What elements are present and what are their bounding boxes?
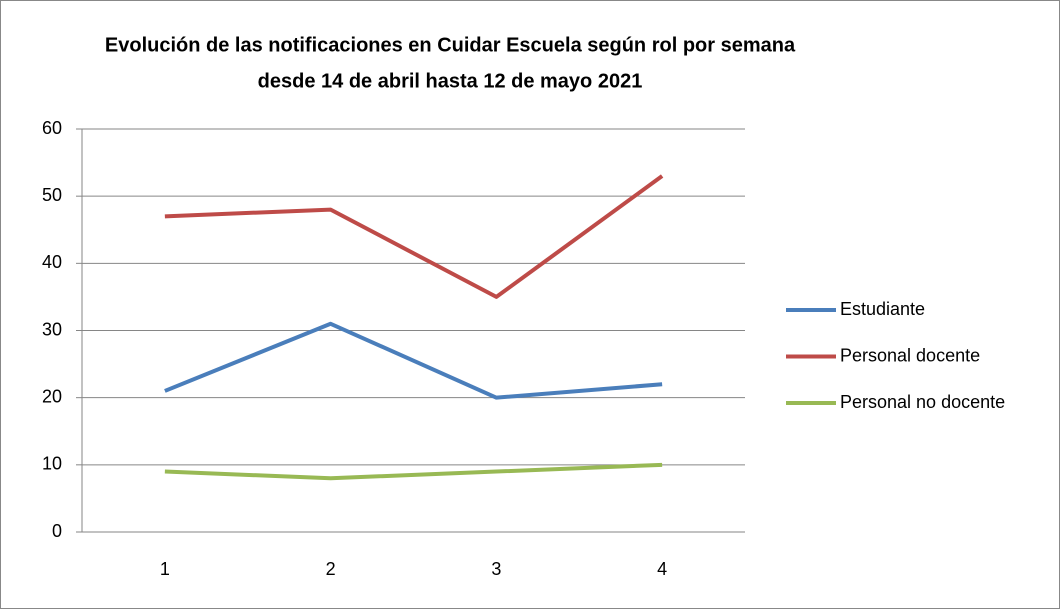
legend-label: Personal no docente <box>840 392 1005 412</box>
y-tick-label: 10 <box>42 454 62 474</box>
y-tick-label: 60 <box>42 118 62 138</box>
chart-title: Evolución de las notificaciones en Cuida… <box>105 34 796 56</box>
x-tick-label: 3 <box>491 559 501 579</box>
legend-label: Estudiante <box>840 299 925 319</box>
y-tick-label: 30 <box>42 319 62 339</box>
chart-title: desde 14 de abril hasta 12 de mayo 2021 <box>258 70 643 92</box>
legend-label: Personal docente <box>840 345 980 365</box>
y-tick-label: 0 <box>52 521 62 541</box>
x-tick-label: 1 <box>160 559 170 579</box>
series-line <box>164 462 663 481</box>
series-line <box>164 174 664 299</box>
x-tick-label: 4 <box>657 559 667 579</box>
y-tick-label: 40 <box>42 252 62 272</box>
x-tick-label: 2 <box>326 559 336 579</box>
series-line <box>164 321 663 400</box>
y-tick-label: 20 <box>42 386 62 406</box>
y-tick-label: 50 <box>42 185 62 205</box>
